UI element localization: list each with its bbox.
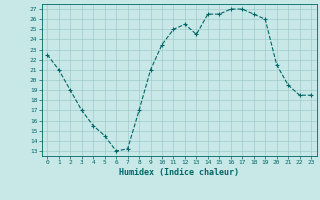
X-axis label: Humidex (Indice chaleur): Humidex (Indice chaleur): [119, 168, 239, 177]
